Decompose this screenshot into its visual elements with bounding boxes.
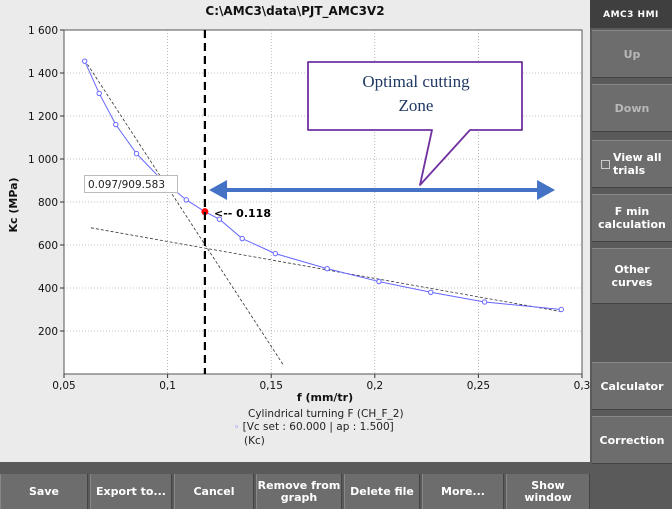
view-all-trials-toggle[interactable]: View all trials [592,140,672,188]
arrow-head-right [537,180,556,200]
down-button[interactable]: Down [592,84,672,132]
data-point [558,306,564,313]
y-tick-label: 600 [38,240,58,252]
y-tick-label: 1 200 [28,111,58,123]
other-curves-button[interactable]: Other curves [592,248,672,304]
data-point [481,299,488,305]
callout-bubble [307,61,523,186]
data-point [183,197,189,203]
legend-series-label: [Vc set : 60.000 | ap : 1.500] [242,421,394,433]
app-title: AMC3 HMI [590,0,672,28]
callout-line2: Zone [398,96,434,115]
tangent-line [84,59,284,366]
callout-line1: Optimal cutting [362,72,470,91]
callout-shape [307,61,523,186]
delete-file-button[interactable]: Delete file [344,474,420,509]
calculator-button[interactable]: Calculator [592,362,672,410]
x-axis-label: f (mm/tr) [297,391,353,404]
export-button[interactable]: Export to... [90,474,172,509]
data-point [376,278,382,285]
y-tick-label: 1 600 [28,25,58,37]
data-point [82,58,88,64]
x-tick-label: 0,3 [574,380,590,392]
kc-chart[interactable]: 0,05 0,1 0,15 0,2 0,25 0,3 200 400 600 800 1 000 1 … [0,0,590,462]
legend-series: ◦ [Vc set : 60.000 | ap : 1.500] [230,421,404,435]
x-tick-label: 0,2 [366,380,383,392]
y-tick-label: 1 400 [28,68,58,80]
optimal-zone-arrow [209,180,556,200]
correction-button[interactable]: Correction [592,416,672,464]
marker-label: <-- 0.118 [214,207,271,220]
callout-text: Optimal cutting Zone [312,70,520,118]
optimal-marker [201,208,209,216]
view-all-label: View all trials [613,151,662,177]
save-button[interactable]: Save [0,474,88,509]
remove-from-graph-button[interactable]: Remove from graph [256,474,342,509]
more-button[interactable]: More... [422,474,504,509]
legend-kc: (Kc) [244,435,265,447]
data-point [428,289,434,295]
data-point [133,150,140,157]
arrow-head-left [209,180,228,200]
tangent-lines [84,59,562,366]
window-title: C:\AMC3\data\PJT_AMC3V2 [205,4,385,18]
x-tick-label: 0,15 [260,380,283,392]
x-tick-label: 0,05 [52,380,75,392]
data-point [113,121,119,128]
data-point [216,216,223,222]
y-tick-label: 1 000 [28,154,58,166]
show-window-button[interactable]: Show window [506,474,590,509]
y-tick-label: 200 [38,326,58,338]
legend: Cylindrical turning F (CH_F_2) ◦ [Vc set… [230,408,404,448]
data-point [324,265,330,272]
legend-title: Cylindrical turning F (CH_F_2) [248,408,404,420]
y-tick-label: 400 [38,283,58,295]
x-tick-label: 0,25 [467,380,490,392]
axis-ticks: 0,05 0,1 0,15 0,2 0,25 0,3 200 400 600 800 1 000 1 … [28,25,590,392]
cancel-button[interactable]: Cancel [174,474,254,509]
data-point [272,250,279,257]
fmin-calculation-button[interactable]: F min calculation [592,194,672,242]
x-tick-label: 0,1 [159,380,176,392]
series-marker-icon: ◦ [234,423,240,433]
up-button[interactable]: Up [592,30,672,78]
series-group [82,58,564,313]
checkbox-icon[interactable] [601,159,610,169]
cursor-readout: 0.097/909.583 [84,175,178,193]
y-axis-label: Kc (MPa) [7,177,20,232]
y-tick-label: 800 [38,197,58,209]
data-point [96,90,102,97]
data-point [239,235,245,242]
